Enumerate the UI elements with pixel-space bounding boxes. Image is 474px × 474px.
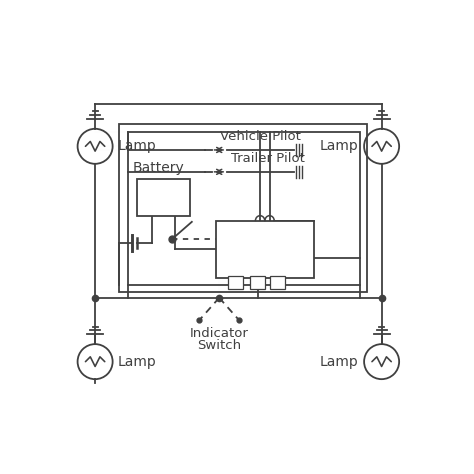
- Text: Lamp: Lamp: [320, 355, 359, 369]
- Text: Lamp: Lamp: [118, 139, 157, 153]
- Text: Switch: Switch: [197, 339, 241, 352]
- Text: 49a: 49a: [250, 265, 265, 274]
- Bar: [137, 179, 190, 216]
- Bar: [216, 221, 314, 278]
- Text: +: +: [168, 188, 182, 206]
- Text: Indicator: Indicator: [190, 327, 249, 340]
- Text: C: C: [275, 270, 280, 279]
- Text: Lamp: Lamp: [118, 355, 157, 369]
- Text: Vehicle Pilot: Vehicle Pilot: [220, 130, 301, 143]
- Bar: [128, 132, 360, 285]
- Text: 49: 49: [273, 265, 283, 274]
- Text: Lamp: Lamp: [320, 139, 359, 153]
- Bar: [270, 275, 285, 289]
- Bar: [250, 275, 265, 289]
- Text: Battery: Battery: [132, 161, 184, 175]
- Text: 31: 31: [231, 270, 240, 279]
- Bar: [119, 124, 367, 292]
- Text: 30b: 30b: [228, 265, 243, 274]
- Text: −: −: [145, 188, 159, 206]
- Text: C2: C2: [253, 270, 263, 279]
- Bar: [228, 275, 243, 289]
- Text: Trailer Pilot: Trailer Pilot: [231, 152, 304, 165]
